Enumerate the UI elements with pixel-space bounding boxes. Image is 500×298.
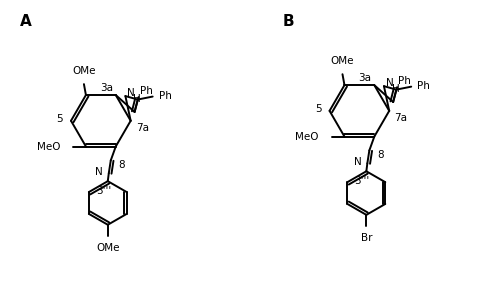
- Text: MeO: MeO: [295, 132, 318, 142]
- Text: H: H: [392, 84, 400, 94]
- Text: 7a: 7a: [394, 113, 407, 123]
- Text: Ph: Ph: [158, 91, 172, 100]
- Text: MeO: MeO: [36, 142, 60, 151]
- Text: Ph: Ph: [417, 81, 430, 91]
- Text: 3''': 3''': [354, 176, 370, 186]
- Text: 3a: 3a: [358, 73, 372, 83]
- Text: N: N: [128, 88, 135, 97]
- Text: N: N: [386, 78, 394, 88]
- Text: N: N: [95, 167, 103, 177]
- Text: 3a: 3a: [100, 83, 113, 93]
- Text: 5: 5: [315, 104, 322, 114]
- Text: Br: Br: [360, 233, 372, 243]
- Text: 7a: 7a: [136, 123, 148, 133]
- Text: OMe: OMe: [72, 66, 96, 76]
- Text: OMe: OMe: [96, 243, 120, 252]
- Text: 5: 5: [56, 114, 63, 124]
- Text: H: H: [134, 94, 141, 103]
- Text: Ph: Ph: [140, 86, 152, 96]
- Text: A: A: [20, 14, 32, 29]
- Text: Ph: Ph: [398, 76, 411, 86]
- Text: 8: 8: [118, 160, 126, 170]
- Text: B: B: [282, 14, 294, 29]
- Text: 8: 8: [378, 150, 384, 160]
- Text: OMe: OMe: [330, 56, 354, 66]
- Text: N: N: [354, 157, 362, 167]
- Text: 3''': 3''': [96, 186, 111, 196]
